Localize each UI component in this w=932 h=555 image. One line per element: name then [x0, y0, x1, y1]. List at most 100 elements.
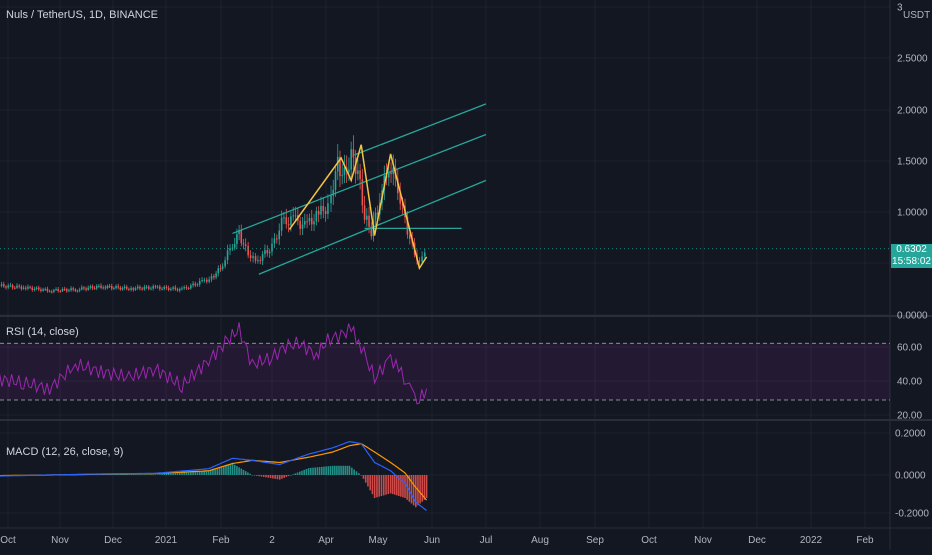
price-candle[interactable]	[135, 288, 137, 290]
price-candle[interactable]	[323, 206, 325, 211]
price-candle[interactable]	[10, 285, 12, 286]
price-candle[interactable]	[117, 286, 119, 287]
price-candle[interactable]	[55, 289, 57, 290]
price-candle[interactable]	[419, 261, 421, 262]
price-candle[interactable]	[327, 203, 329, 214]
price-candle[interactable]	[188, 288, 190, 289]
price-candle[interactable]	[204, 280, 206, 281]
price-candle[interactable]	[87, 288, 89, 290]
price-candle[interactable]	[299, 221, 301, 229]
price-candle[interactable]	[245, 244, 247, 246]
price-candle[interactable]	[234, 244, 236, 248]
price-candle[interactable]	[276, 238, 278, 239]
price-candle[interactable]	[94, 288, 96, 289]
price-candle[interactable]	[229, 248, 231, 250]
price-candle[interactable]	[285, 217, 287, 224]
price-candle[interactable]	[255, 256, 257, 261]
price-candle[interactable]	[201, 280, 203, 281]
price-candle[interactable]	[90, 286, 92, 287]
price-candle[interactable]	[29, 287, 31, 288]
price-candle[interactable]	[179, 289, 181, 291]
price-candle[interactable]	[320, 206, 322, 215]
price-candle[interactable]	[283, 217, 285, 218]
price-candle[interactable]	[27, 287, 29, 289]
price-candle[interactable]	[139, 287, 141, 289]
price-candle[interactable]	[190, 285, 192, 288]
price-candle[interactable]	[161, 289, 163, 290]
price-candle[interactable]	[306, 221, 308, 222]
price-candle[interactable]	[366, 216, 368, 220]
price-candle[interactable]	[217, 268, 219, 273]
price-candle[interactable]	[92, 286, 94, 288]
price-candle[interactable]	[5, 286, 7, 287]
price-candle[interactable]	[77, 291, 79, 292]
price-candle[interactable]	[421, 256, 423, 261]
price-candle[interactable]	[325, 211, 327, 214]
price-candle[interactable]	[168, 288, 170, 290]
price-candle[interactable]	[49, 291, 51, 292]
price-candle[interactable]	[57, 289, 59, 291]
price-candle[interactable]	[109, 286, 111, 287]
price-candle[interactable]	[124, 287, 126, 288]
price-candle[interactable]	[152, 286, 154, 288]
price-candle[interactable]	[105, 287, 107, 288]
price-candle[interactable]	[206, 280, 208, 282]
price-candle[interactable]	[288, 224, 290, 225]
price-candle[interactable]	[85, 288, 87, 289]
price-candle[interactable]	[1, 284, 3, 285]
price-candle[interactable]	[36, 288, 38, 289]
price-candle[interactable]	[224, 260, 226, 266]
price-candle[interactable]	[304, 221, 306, 224]
price-candle[interactable]	[137, 287, 139, 288]
price-candle[interactable]	[186, 287, 188, 288]
price-candle[interactable]	[107, 286, 109, 288]
price-candle[interactable]	[271, 244, 273, 252]
price-candle[interactable]	[96, 286, 98, 289]
price-candle[interactable]	[353, 149, 355, 157]
price-candle[interactable]	[181, 288, 183, 289]
price-candle[interactable]	[350, 149, 352, 169]
price-candle[interactable]	[141, 289, 143, 290]
price-candle[interactable]	[126, 287, 128, 289]
price-candle[interactable]	[81, 287, 83, 289]
price-candle[interactable]	[66, 289, 68, 291]
price-candle[interactable]	[60, 291, 62, 292]
price-candle[interactable]	[220, 268, 222, 269]
price-candle[interactable]	[175, 287, 177, 289]
price-candle[interactable]	[375, 213, 377, 220]
price-candle[interactable]	[75, 290, 77, 291]
price-candle[interactable]	[146, 287, 148, 288]
price-candle[interactable]	[68, 290, 70, 291]
price-candle[interactable]	[227, 250, 229, 260]
price-candle[interactable]	[341, 175, 343, 176]
price-candle[interactable]	[148, 287, 150, 289]
price-candle[interactable]	[79, 289, 81, 290]
price-candle[interactable]	[215, 273, 217, 277]
price-candle[interactable]	[359, 170, 361, 179]
price-candle[interactable]	[64, 289, 66, 290]
price-candle[interactable]	[309, 218, 311, 221]
price-candle[interactable]	[51, 292, 53, 293]
price-candle[interactable]	[159, 287, 161, 289]
price-candle[interactable]	[12, 285, 14, 288]
price-candle[interactable]	[21, 287, 23, 289]
price-candle[interactable]	[16, 286, 18, 288]
price-candle[interactable]	[264, 250, 266, 254]
price-candle[interactable]	[278, 231, 280, 240]
price-candle[interactable]	[177, 289, 179, 290]
price-candle[interactable]	[47, 289, 49, 291]
price-candle[interactable]	[199, 281, 201, 285]
price-candle[interactable]	[155, 286, 157, 287]
price-candle[interactable]	[120, 287, 122, 289]
price-candle[interactable]	[115, 286, 117, 288]
price-candle[interactable]	[281, 218, 283, 231]
price-candle[interactable]	[292, 215, 294, 216]
price-candle[interactable]	[243, 243, 245, 244]
price-candle[interactable]	[150, 289, 152, 290]
price-candle[interactable]	[311, 218, 313, 224]
price-candle[interactable]	[316, 211, 318, 221]
price-candle[interactable]	[335, 171, 337, 190]
price-candle[interactable]	[113, 288, 115, 289]
price-candle[interactable]	[269, 252, 271, 253]
